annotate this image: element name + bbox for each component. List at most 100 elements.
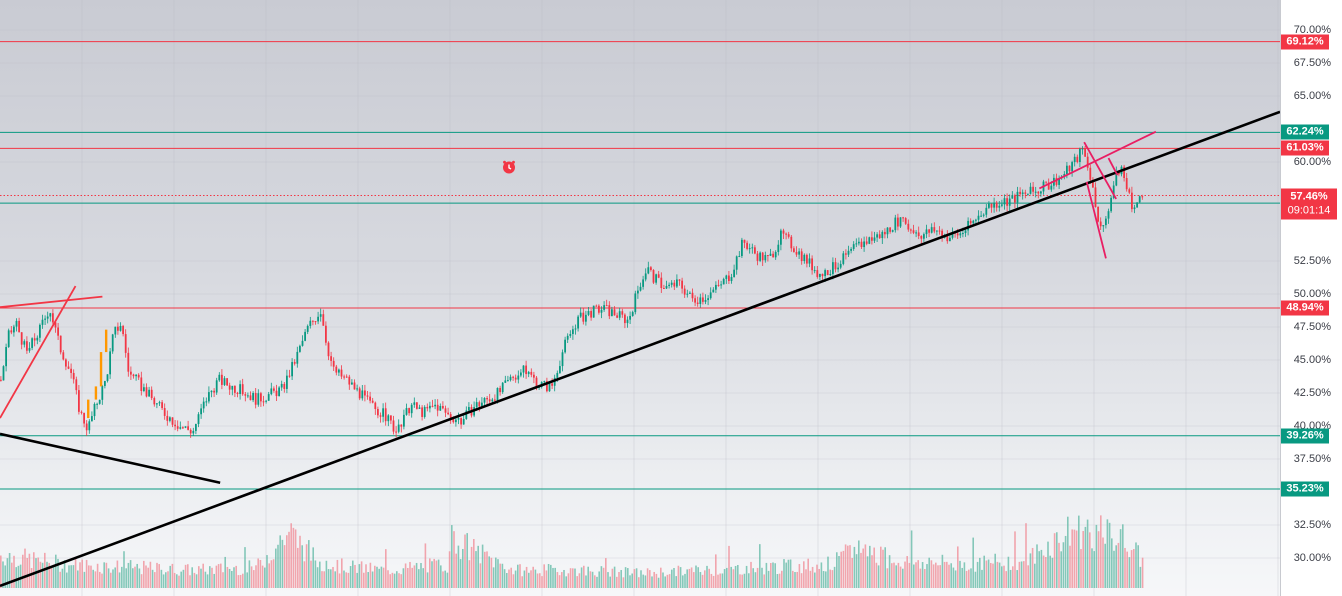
candle[interactable] (605, 305, 608, 307)
candle[interactable] (665, 285, 668, 289)
candle[interactable] (322, 314, 325, 326)
candle[interactable] (837, 267, 839, 270)
candle[interactable] (1071, 162, 1073, 172)
candle[interactable] (356, 388, 358, 390)
candle[interactable] (52, 313, 54, 323)
candle[interactable] (483, 398, 486, 403)
candle[interactable] (829, 274, 832, 276)
candle[interactable] (65, 359, 67, 367)
candle[interactable] (54, 322, 57, 328)
candle[interactable] (938, 230, 941, 232)
candle[interactable] (260, 393, 262, 402)
candle[interactable] (910, 229, 912, 231)
candle[interactable] (967, 220, 969, 231)
candle[interactable] (933, 227, 936, 232)
candle[interactable] (189, 429, 192, 434)
candle[interactable] (764, 255, 767, 261)
candle[interactable] (332, 360, 335, 367)
candle[interactable] (197, 414, 200, 425)
candle[interactable] (221, 374, 223, 385)
candle[interactable] (293, 362, 296, 364)
candle[interactable] (769, 253, 772, 256)
candle[interactable] (1055, 177, 1058, 185)
candle[interactable] (850, 248, 852, 251)
candle[interactable] (894, 217, 897, 231)
candle[interactable] (780, 230, 782, 245)
candle[interactable] (382, 408, 384, 417)
candle[interactable] (559, 366, 561, 373)
candle[interactable] (449, 414, 452, 419)
candle[interactable] (569, 334, 572, 336)
candle[interactable] (813, 270, 816, 272)
candle[interactable] (663, 288, 665, 290)
candle[interactable] (338, 369, 340, 373)
candle[interactable] (122, 325, 124, 335)
candle[interactable] (280, 383, 283, 388)
candle[interactable] (600, 309, 603, 313)
candle[interactable] (369, 396, 371, 401)
candle[interactable] (1105, 218, 1107, 226)
candle[interactable] (1068, 165, 1071, 172)
candle[interactable] (405, 408, 408, 415)
candle[interactable] (364, 390, 366, 396)
candle[interactable] (959, 233, 962, 236)
candle[interactable] (366, 395, 369, 397)
candle[interactable] (741, 239, 743, 257)
candle[interactable] (148, 389, 150, 397)
candle[interactable] (985, 207, 988, 215)
candle[interactable] (179, 427, 182, 429)
candle[interactable] (371, 400, 374, 403)
candle[interactable] (795, 251, 798, 255)
candle[interactable] (754, 247, 756, 254)
candle[interactable] (806, 254, 808, 264)
candle[interactable] (423, 406, 426, 417)
candle[interactable] (182, 427, 184, 429)
candle[interactable] (267, 394, 270, 401)
candle[interactable] (865, 241, 868, 244)
candle[interactable] (306, 325, 309, 332)
candle[interactable] (912, 230, 915, 233)
candle[interactable] (566, 335, 569, 340)
candle[interactable] (257, 393, 260, 405)
candle[interactable] (1118, 171, 1120, 175)
candle[interactable] (579, 312, 582, 317)
trend-line-flag-cross-2[interactable] (1107, 157, 1119, 176)
candle[interactable] (163, 408, 166, 416)
candle[interactable] (262, 401, 265, 403)
candle[interactable] (871, 237, 873, 241)
candle[interactable] (587, 311, 590, 315)
candle[interactable] (650, 267, 652, 270)
candle[interactable] (457, 418, 460, 420)
candle[interactable] (317, 316, 319, 322)
candle[interactable] (852, 244, 855, 249)
candle[interactable] (1003, 198, 1006, 205)
candle[interactable] (93, 403, 96, 417)
candle[interactable] (860, 241, 863, 248)
candle[interactable] (36, 337, 39, 341)
candle[interactable] (273, 388, 275, 391)
candle[interactable] (1047, 182, 1050, 190)
candle[interactable] (928, 229, 930, 233)
candle[interactable] (1081, 148, 1084, 150)
candle[interactable] (7, 330, 10, 348)
candle[interactable] (62, 352, 65, 360)
candle[interactable] (982, 214, 985, 216)
candle[interactable] (686, 293, 689, 295)
candle[interactable] (1029, 186, 1032, 194)
candle[interactable] (863, 241, 865, 248)
candle[interactable] (478, 402, 481, 407)
candle[interactable] (1136, 202, 1138, 208)
candle[interactable] (1138, 196, 1141, 203)
candle[interactable] (1008, 198, 1011, 206)
candle[interactable] (1006, 198, 1008, 206)
candle[interactable] (447, 412, 449, 415)
candle[interactable] (689, 292, 691, 294)
alarm-clock-icon[interactable] (502, 160, 516, 174)
candle[interactable] (135, 374, 137, 377)
candle[interactable] (106, 374, 109, 382)
candle[interactable] (660, 277, 663, 289)
candle[interactable] (1073, 156, 1076, 163)
candle[interactable] (756, 253, 759, 261)
candle[interactable] (1050, 185, 1053, 190)
candle[interactable] (730, 277, 733, 282)
